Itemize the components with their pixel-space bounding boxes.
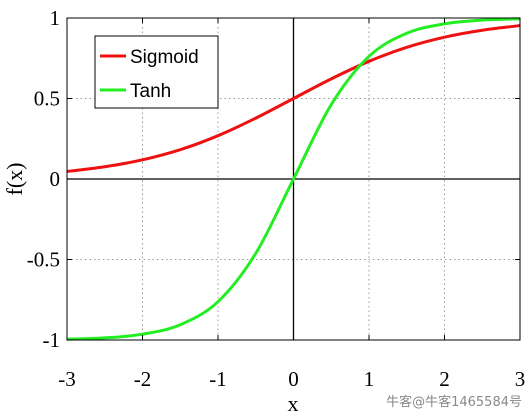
watermark: 牛客@牛客1465584号 [386,394,522,410]
y-tick-label: -1 [43,328,61,352]
y-tick-label: 0.5 [34,87,60,111]
series-line-sigmoid [66,24,521,173]
legend-label-tanh: Tanh [130,81,171,102]
y-tick-label: 0 [50,167,61,191]
x-tick-label: 3 [515,367,526,391]
series-line-tanh [66,17,521,341]
x-tick-label: 1 [364,367,375,391]
x-tick-label: -2 [134,367,152,391]
y-tick-label: -0.5 [27,248,60,272]
legend-box [94,35,219,109]
x-tick-label: -1 [209,367,227,391]
legend-label-sigmoid: Sigmoid [130,47,199,68]
x-tick-label: 2 [439,367,450,391]
x-tick-label: 0 [288,367,299,391]
tick-labels: -3 -2 -1 0 1 2 3 -1 -0.5 0 0.5 1 [27,6,526,391]
y-axis-title: f(x) [2,163,27,196]
x-tick-label: -3 [58,367,76,391]
series-layer [66,17,521,341]
ticks [66,17,521,341]
x-axis-title: x [288,391,299,415]
legend: Sigmoid Tanh [94,35,219,109]
y-tick-label: 1 [50,6,61,30]
